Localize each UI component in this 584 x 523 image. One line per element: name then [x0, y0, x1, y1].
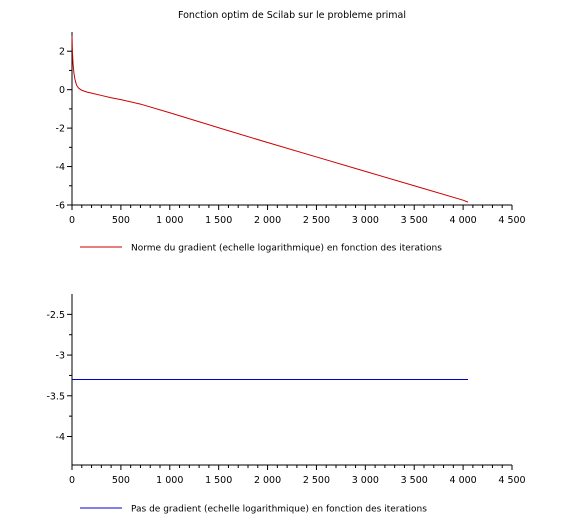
x-tick-label: 2 500 — [303, 215, 330, 226]
y-tick-label: -4 — [56, 162, 65, 173]
legend-label: Pas de gradient (echelle logarithmique) … — [131, 505, 427, 515]
x-tick-label: 1 000 — [156, 475, 183, 486]
x-tick-label: 3 500 — [401, 215, 428, 226]
y-tick-label: -3.5 — [46, 391, 65, 402]
x-tick-label: 2 000 — [254, 475, 281, 486]
x-tick-label: 3 000 — [352, 475, 379, 486]
x-tick-label: 1 000 — [156, 215, 183, 226]
x-tick-label: 1 500 — [205, 475, 232, 486]
y-tick-label: -3 — [56, 351, 65, 362]
x-tick-label: 3 500 — [401, 475, 428, 486]
x-tick-label: 500 — [112, 475, 130, 486]
x-tick-label: 0 — [69, 215, 75, 226]
top-plot: 0 500 1 000 1 500 2 000 2 500 3 000 3 500 4 000 4… — [56, 32, 526, 254]
y-tick-label: -6 — [56, 201, 65, 212]
x-tick-label: 4 000 — [450, 215, 477, 226]
y-tick-label: 2 — [59, 47, 65, 58]
y-tick-label: -2 — [56, 124, 65, 135]
legend-label: Norme du gradient (echelle logarithmique… — [131, 244, 442, 254]
x-tick-label: 4 000 — [450, 475, 477, 486]
x-tick-label: 1 500 — [205, 215, 232, 226]
x-tick-label: 2 500 — [303, 475, 330, 486]
x-tick-label: 4 500 — [498, 475, 525, 486]
x-tick-label: 0 — [69, 475, 75, 486]
series-line — [71, 35, 469, 203]
y-tick-label: -4 — [56, 432, 65, 443]
chart-title: Fonction optim de Scilab sur le probleme… — [178, 10, 406, 21]
x-tick-label: 4 500 — [498, 215, 525, 226]
y-tick-label: -2.5 — [46, 310, 65, 321]
x-tick-label: 500 — [112, 215, 130, 226]
bottom-plot: 0 500 1 000 1 500 2 000 2 500 3 000 3 500 4 000 4… — [46, 294, 526, 515]
x-tick-label: 2 000 — [254, 215, 281, 226]
y-tick-label: 0 — [59, 85, 65, 96]
x-tick-label: 3 000 — [352, 215, 379, 226]
